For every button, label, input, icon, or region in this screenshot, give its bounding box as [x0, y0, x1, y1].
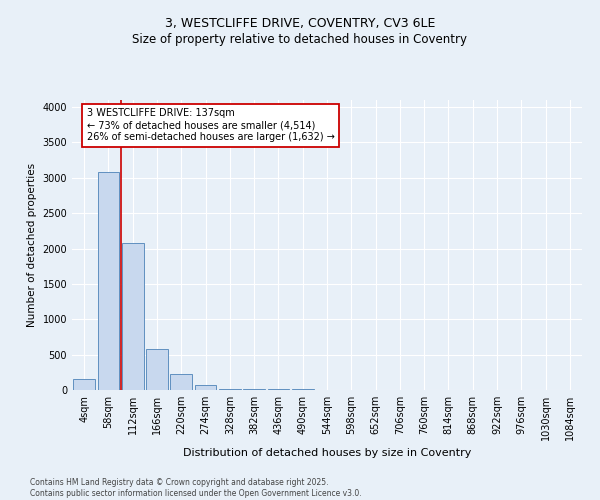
Bar	[268, 388, 289, 390]
Bar	[73, 380, 95, 390]
Text: 3 WESTCLIFFE DRIVE: 137sqm
← 73% of detached houses are smaller (4,514)
26% of s: 3 WESTCLIFFE DRIVE: 137sqm ← 73% of deta…	[86, 108, 334, 142]
Bar	[194, 385, 217, 390]
Text: 3, WESTCLIFFE DRIVE, COVENTRY, CV3 6LE: 3, WESTCLIFFE DRIVE, COVENTRY, CV3 6LE	[165, 18, 435, 30]
Bar	[170, 374, 192, 390]
Bar	[146, 349, 168, 390]
Bar	[122, 243, 143, 390]
Bar	[97, 172, 119, 390]
Y-axis label: Number of detached properties: Number of detached properties	[27, 163, 37, 327]
Text: Size of property relative to detached houses in Coventry: Size of property relative to detached ho…	[133, 32, 467, 46]
Bar	[243, 388, 265, 390]
Bar	[292, 388, 314, 390]
Text: Contains HM Land Registry data © Crown copyright and database right 2025.
Contai: Contains HM Land Registry data © Crown c…	[30, 478, 362, 498]
Bar	[219, 388, 241, 390]
X-axis label: Distribution of detached houses by size in Coventry: Distribution of detached houses by size …	[183, 448, 471, 458]
